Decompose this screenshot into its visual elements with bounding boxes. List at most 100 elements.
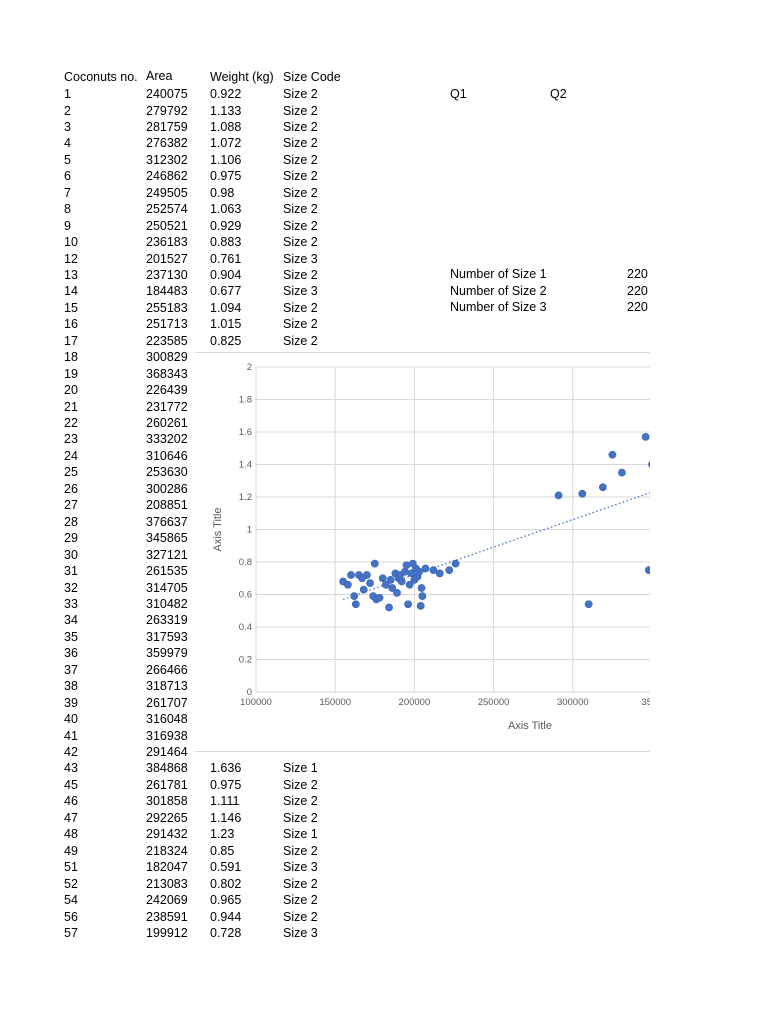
cell-no[interactable]: 35	[64, 629, 78, 644]
cell-weight[interactable]: 1.111	[210, 794, 240, 809]
cell-no[interactable]: 31	[64, 564, 78, 578]
cell-area[interactable]: 199912	[146, 925, 188, 940]
header-coconut-no[interactable]: Coconuts no.	[64, 70, 138, 84]
cell-size[interactable]: Size 3	[283, 860, 318, 875]
cell-weight[interactable]: 1.088	[210, 119, 242, 134]
cell-no[interactable]: 9	[64, 218, 71, 233]
cell-weight[interactable]: 0.975	[210, 777, 242, 792]
header-size-code[interactable]: Size Code	[283, 70, 341, 84]
cell-no[interactable]: 38	[64, 679, 78, 694]
cell-no[interactable]: 12	[64, 251, 78, 266]
cell-size[interactable]: Size 2	[283, 136, 318, 151]
cell-no[interactable]: 16	[64, 317, 78, 332]
cell-size[interactable]: Size 2	[283, 909, 318, 924]
cell-weight[interactable]: 0.85	[210, 843, 235, 858]
cell-size[interactable]: Size 2	[283, 333, 318, 348]
cell-area[interactable]: 316048	[146, 712, 188, 727]
stat-label-size-3[interactable]: Number of Size 3	[450, 300, 547, 314]
cell-no[interactable]: 27	[64, 498, 78, 513]
cell-area[interactable]: 208851	[146, 498, 188, 513]
header-weight[interactable]: Weight (kg)	[210, 70, 274, 84]
cell-area[interactable]: 237130	[146, 267, 188, 282]
cell-weight[interactable]: 0.677	[210, 284, 242, 299]
cell-no[interactable]: 37	[64, 662, 78, 677]
cell-no[interactable]: 22	[64, 416, 78, 430]
cell-area[interactable]: 261535	[146, 564, 188, 578]
cell-no[interactable]: 33	[64, 597, 78, 611]
cell-area[interactable]: 359979	[146, 646, 188, 661]
cell-no[interactable]: 40	[64, 712, 78, 727]
cell-area[interactable]: 276382	[146, 136, 188, 151]
cell-no[interactable]: 34	[64, 613, 78, 628]
cell-size[interactable]: Size 2	[283, 202, 318, 217]
cell-no[interactable]: 43	[64, 761, 78, 776]
cell-area[interactable]: 249505	[146, 185, 188, 200]
cell-no[interactable]: 45	[64, 777, 78, 792]
cell-area[interactable]: 279792	[146, 103, 188, 118]
q1-label[interactable]: Q1	[450, 87, 467, 101]
cell-no[interactable]: 5	[64, 152, 71, 167]
cell-area[interactable]: 246862	[146, 169, 188, 184]
cell-no[interactable]: 21	[64, 399, 78, 414]
cell-area[interactable]: 261781	[146, 777, 188, 792]
cell-no[interactable]: 1	[64, 87, 71, 101]
cell-weight[interactable]: 1.636	[210, 761, 242, 776]
cell-area[interactable]: 231772	[146, 399, 188, 414]
cell-size[interactable]: Size 2	[283, 893, 318, 907]
cell-size[interactable]: Size 2	[283, 267, 318, 282]
cell-no[interactable]: 4	[64, 136, 71, 151]
cell-area[interactable]: 300286	[146, 481, 188, 496]
stat-label-size-2[interactable]: Number of Size 2	[450, 284, 547, 298]
cell-weight[interactable]: 0.591	[210, 860, 242, 875]
cell-size[interactable]: Size 2	[283, 843, 318, 858]
cell-size[interactable]: Size 2	[283, 794, 318, 809]
cell-size[interactable]: Size 2	[283, 119, 318, 134]
cell-no[interactable]: 6	[64, 169, 71, 184]
cell-area[interactable]: 266466	[146, 662, 188, 677]
cell-size[interactable]: Size 2	[283, 810, 318, 825]
cell-size[interactable]: Size 3	[283, 284, 318, 299]
cell-area[interactable]: 314705	[146, 580, 188, 595]
cell-no[interactable]: 42	[64, 745, 78, 759]
cell-no[interactable]: 7	[64, 185, 71, 200]
cell-weight[interactable]: 1.106	[210, 152, 242, 167]
cell-area[interactable]: 260261	[146, 416, 188, 430]
cell-no[interactable]: 20	[64, 383, 78, 398]
cell-no[interactable]: 8	[64, 202, 71, 217]
cell-size[interactable]: Size 2	[283, 103, 318, 118]
cell-weight[interactable]: 0.802	[210, 876, 242, 891]
cell-weight[interactable]: 0.761	[210, 251, 242, 266]
cell-weight[interactable]: 0.904	[210, 267, 242, 282]
cell-no[interactable]: 57	[64, 925, 78, 940]
cell-weight[interactable]: 1.133	[210, 103, 242, 118]
cell-area[interactable]: 301858	[146, 794, 188, 809]
cell-no[interactable]: 29	[64, 531, 78, 546]
cell-no[interactable]: 28	[64, 514, 78, 529]
cell-area[interactable]: 226439	[146, 383, 188, 398]
cell-no[interactable]: 13	[64, 267, 78, 282]
q2-label[interactable]: Q2	[550, 87, 567, 101]
stat-value-size-1[interactable]: 220	[627, 267, 648, 281]
cell-weight[interactable]: 1.072	[210, 136, 242, 151]
cell-area[interactable]: 316938	[146, 728, 188, 743]
cell-area[interactable]: 368343	[146, 366, 188, 381]
cell-no[interactable]: 36	[64, 646, 78, 661]
cell-area[interactable]: 184483	[146, 284, 188, 299]
cell-weight[interactable]: 0.929	[210, 218, 242, 233]
cell-no[interactable]: 56	[64, 909, 78, 924]
cell-area[interactable]: 236183	[146, 235, 188, 249]
cell-area[interactable]: 310482	[146, 597, 188, 611]
cell-area[interactable]: 238591	[146, 909, 188, 924]
cell-area[interactable]: 201527	[146, 251, 188, 266]
stat-value-size-2[interactable]: 220	[627, 284, 648, 298]
cell-weight[interactable]: 1.146	[210, 810, 242, 825]
cell-area[interactable]: 255183	[146, 300, 188, 315]
cell-weight[interactable]: 0.825	[210, 333, 242, 348]
cell-no[interactable]: 3	[64, 119, 71, 134]
cell-area[interactable]: 291464	[146, 745, 188, 759]
scatter-chart[interactable]: 0 0.2 0.4 0.6 0.8 1 1.2 1.4 1.6 1.8 2 100000 150000 2…	[195, 352, 650, 752]
cell-area[interactable]: 250521	[146, 218, 188, 233]
cell-size[interactable]: Size 2	[283, 300, 318, 315]
cell-area[interactable]: 291432	[146, 827, 188, 842]
cell-size[interactable]: Size 2	[283, 218, 318, 233]
